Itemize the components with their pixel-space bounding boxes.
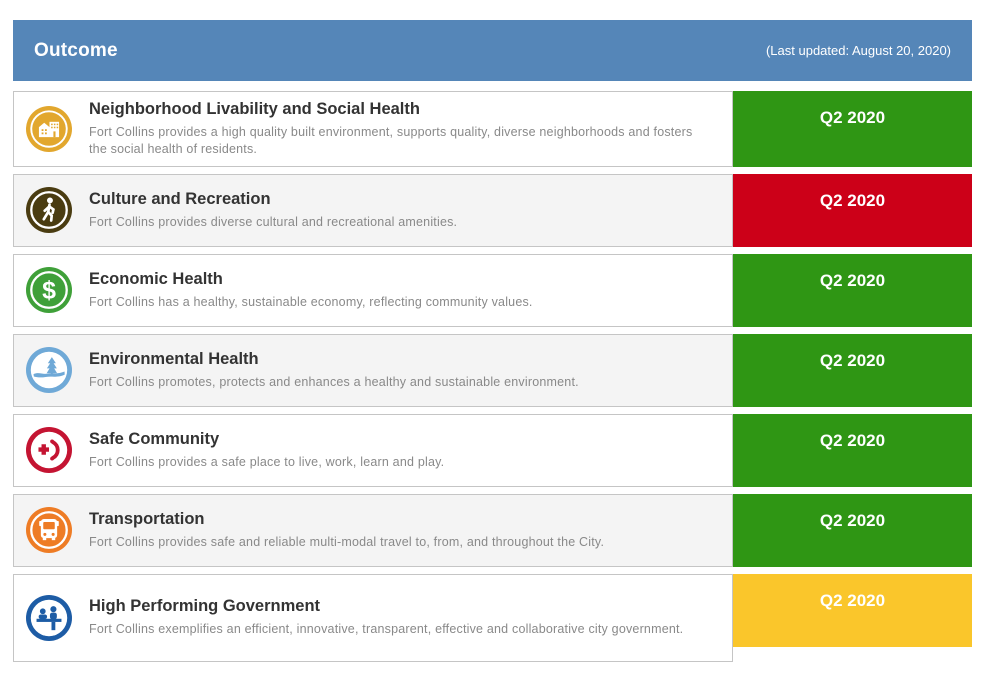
bus-icon [26, 507, 72, 554]
outcome-text-block: Economic Health Fort Collins has a healt… [89, 270, 712, 311]
outcome-title: Transportation [89, 509, 205, 528]
dollar-sign-icon: $ [26, 267, 72, 314]
outcome-title: Safe Community [89, 429, 220, 448]
outcome-row[interactable]: Transportation Fort Collins provides saf… [13, 493, 972, 567]
tree-river-icon [26, 347, 72, 394]
outcome-card[interactable]: Culture and Recreation Fort Collins prov… [13, 173, 733, 247]
status-badge[interactable]: Q2 2020 [733, 173, 972, 247]
outcome-row[interactable]: Environmental Health Fort Collins promot… [13, 333, 972, 407]
last-updated-label: (Last updated: August 20, 2020) [765, 43, 951, 58]
svg-text:$: $ [42, 277, 56, 305]
outcome-dashboard: Outcome (Last updated: August 20, 2020) [13, 20, 972, 662]
status-badge[interactable]: Q2 2020 [733, 493, 972, 567]
outcome-title: Culture and Recreation [89, 189, 271, 208]
status-badge[interactable]: Q2 2020 [733, 91, 972, 167]
outcome-row[interactable]: Neighborhood Livability and Social Healt… [13, 91, 972, 167]
outcome-title: Neighborhood Livability and Social Healt… [89, 100, 420, 118]
outcome-description: Fort Collins promotes, protects and enha… [89, 374, 579, 389]
outcome-description: Fort Collins provides a safe place to li… [89, 454, 445, 469]
outcome-row[interactable]: Culture and Recreation Fort Collins prov… [13, 173, 972, 247]
neighborhood-buildings-icon [26, 105, 72, 152]
outcome-title: Environmental Health [89, 349, 259, 368]
outcome-header: Outcome (Last updated: August 20, 2020) [13, 20, 972, 81]
outcome-row[interactable]: $ Economic Health Fort Collins has a hea… [13, 253, 972, 327]
outcome-text-block: High Performing Government Fort Collins … [89, 597, 712, 638]
outcome-description: Fort Collins provides diverse cultural a… [89, 214, 458, 229]
walking-person-icon [26, 187, 72, 234]
status-badge[interactable]: Q2 2020 [733, 573, 972, 647]
outcome-text-block: Safe Community Fort Collins provides a s… [89, 430, 712, 471]
outcome-card[interactable]: $ Economic Health Fort Collins has a hea… [13, 253, 733, 327]
outcome-row[interactable]: High Performing Government Fort Collins … [13, 573, 972, 662]
outcome-description: Fort Collins has a healthy, sustainable … [89, 294, 533, 309]
status-badge[interactable]: Q2 2020 [733, 413, 972, 487]
status-badge[interactable]: Q2 2020 [733, 253, 972, 327]
outcome-card[interactable]: Transportation Fort Collins provides saf… [13, 493, 733, 567]
outcome-description: Fort Collins exemplifies an efficient, i… [89, 622, 684, 637]
outcome-description: Fort Collins provides a high quality bui… [89, 125, 693, 156]
page-title: Outcome [34, 39, 118, 61]
outcome-title: High Performing Government [89, 597, 321, 616]
outcome-card[interactable]: Neighborhood Livability and Social Healt… [13, 91, 733, 167]
outcome-row[interactable]: Safe Community Fort Collins provides a s… [13, 413, 972, 487]
outcome-card[interactable]: Safe Community Fort Collins provides a s… [13, 413, 733, 487]
medical-cross-phone-icon [26, 427, 72, 474]
outcome-text-block: Neighborhood Livability and Social Healt… [89, 100, 712, 158]
outcome-text-block: Culture and Recreation Fort Collins prov… [89, 190, 712, 231]
outcome-description: Fort Collins provides safe and reliable … [89, 534, 605, 549]
outcome-card[interactable]: High Performing Government Fort Collins … [13, 573, 733, 662]
outcome-card[interactable]: Environmental Health Fort Collins promot… [13, 333, 733, 407]
outcome-text-block: Transportation Fort Collins provides saf… [89, 510, 712, 551]
status-badge[interactable]: Q2 2020 [733, 333, 972, 407]
outcome-text-block: Environmental Health Fort Collins promot… [89, 350, 712, 391]
people-meeting-icon [26, 594, 72, 641]
outcome-title: Economic Health [89, 269, 223, 288]
